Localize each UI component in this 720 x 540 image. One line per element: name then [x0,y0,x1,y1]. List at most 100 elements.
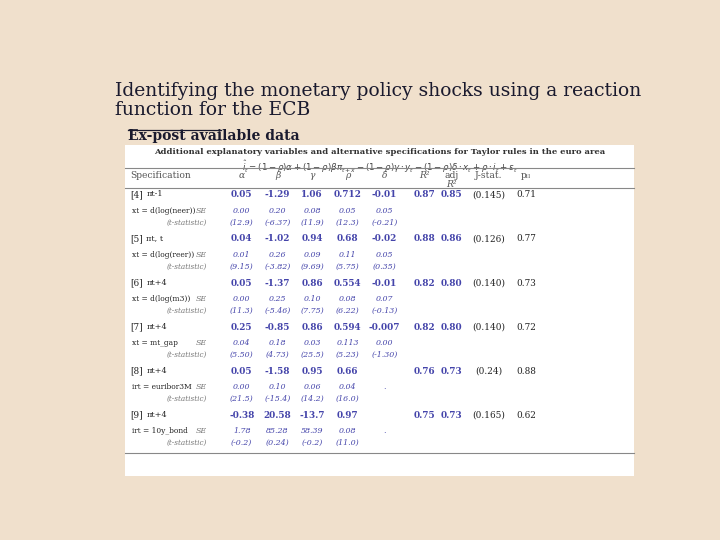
Text: 0.88: 0.88 [516,367,536,376]
Text: (t-statistic): (t-statistic) [167,263,207,271]
Text: (21.5): (21.5) [230,395,253,403]
Text: 85.28: 85.28 [266,427,289,435]
Text: 0.66: 0.66 [337,367,359,376]
Text: 0.72: 0.72 [516,322,536,332]
Text: 0.87: 0.87 [414,191,436,199]
Text: -0.02: -0.02 [372,234,397,244]
Text: -1.29: -1.29 [265,191,290,199]
Text: .: . [383,383,386,392]
Text: SE: SE [196,427,207,435]
Text: -13.7: -13.7 [300,411,325,420]
Text: function for the ECB: function for the ECB [115,102,310,119]
Text: 1.78: 1.78 [233,427,251,435]
Text: 0.04: 0.04 [231,234,253,244]
Text: SE: SE [196,295,207,303]
Text: $\hat{i}_t = (1-\rho)\alpha + (1-\rho)\beta\pi_{t+x} - (1-\rho)\gamma \cdot y_t : $\hat{i}_t = (1-\rho)\alpha + (1-\rho)\b… [242,159,518,176]
Text: -1.02: -1.02 [265,234,290,244]
Text: γ: γ [310,171,315,180]
Text: 0.05: 0.05 [231,367,253,376]
Text: 0.25: 0.25 [269,295,287,303]
Text: 0.71: 0.71 [516,191,536,199]
Text: [6]: [6] [131,279,143,287]
Text: (-0.2): (-0.2) [302,439,323,447]
Text: 0.80: 0.80 [441,322,462,332]
Text: R²: R² [446,180,456,188]
Text: 0.08: 0.08 [339,427,356,435]
Text: (4.73): (4.73) [266,351,289,359]
Text: (0.165): (0.165) [472,411,505,420]
Text: (-0.21): (-0.21) [372,219,398,227]
Text: Additional explanatory variables and alternative specifications for Taylor rules: Additional explanatory variables and alt… [154,148,606,156]
Text: (t-statistic): (t-statistic) [167,439,207,447]
Text: 0.73: 0.73 [441,411,462,420]
Text: 0.76: 0.76 [414,367,436,376]
Text: 0.80: 0.80 [441,279,462,287]
Text: 0.04: 0.04 [339,383,356,392]
Text: -0.007: -0.007 [369,322,400,332]
Text: (0.35): (0.35) [373,263,397,271]
Text: πt+4: πt+4 [146,279,167,287]
Text: xt = mt_gap: xt = mt_gap [132,339,179,347]
Text: -0.85: -0.85 [265,322,290,332]
Text: SE: SE [196,339,207,347]
Text: (t-statistic): (t-statistic) [167,219,207,227]
Text: 0.00: 0.00 [233,295,251,303]
Text: 0.86: 0.86 [301,279,323,287]
Text: (0.145): (0.145) [472,191,505,199]
Text: Identifying the monetary policy shocks using a reaction: Identifying the monetary policy shocks u… [115,82,642,100]
Text: 0.10: 0.10 [269,383,287,392]
Text: 0.75: 0.75 [414,411,436,420]
Text: 0.07: 0.07 [376,295,393,303]
Text: 0.00: 0.00 [233,383,251,392]
Text: SE: SE [196,251,207,259]
Text: xt = d(log(neer)): xt = d(log(neer)) [132,207,196,215]
Text: SE: SE [196,383,207,392]
Text: Specification: Specification [131,171,192,180]
Text: (t-statistic): (t-statistic) [167,307,207,315]
Text: 0.73: 0.73 [441,367,462,376]
Text: 0.82: 0.82 [414,279,436,287]
Text: 0.04: 0.04 [233,339,251,347]
Text: 0.62: 0.62 [516,411,536,420]
Text: [9]: [9] [131,411,143,420]
Text: (0.126): (0.126) [472,234,505,244]
Text: 0.18: 0.18 [269,339,287,347]
Text: β: β [275,171,280,180]
Text: 1.06: 1.06 [301,191,323,199]
Text: 0.86: 0.86 [301,322,323,332]
Text: (11.0): (11.0) [336,439,360,447]
Text: (5.23): (5.23) [336,351,360,359]
Text: 0.73: 0.73 [516,279,536,287]
Text: 0.06: 0.06 [303,383,321,392]
Text: (-5.46): (-5.46) [264,307,291,315]
Text: 0.712: 0.712 [334,191,361,199]
Text: 0.08: 0.08 [303,207,321,215]
Text: (9.69): (9.69) [300,263,324,271]
Text: (5.50): (5.50) [230,351,253,359]
Text: (6.22): (6.22) [336,307,360,315]
Text: 0.94: 0.94 [302,234,323,244]
Text: irt = euribor3M: irt = euribor3M [132,383,192,392]
Text: (-15.4): (-15.4) [264,395,291,403]
Text: (0.140): (0.140) [472,322,505,332]
Text: πt+4: πt+4 [146,367,167,375]
Text: [5]: [5] [131,234,143,244]
Text: 0.01: 0.01 [233,251,251,259]
Text: [4]: [4] [131,191,143,199]
Text: α: α [239,171,245,180]
Text: (12.9): (12.9) [230,219,253,227]
Text: (-1.30): (-1.30) [372,351,398,359]
Text: irt = 10y_bond: irt = 10y_bond [132,427,189,435]
Text: 0.03: 0.03 [303,339,321,347]
Text: (16.0): (16.0) [336,395,360,403]
Text: .: . [383,427,386,435]
Text: R²: R² [420,171,430,180]
Text: SE: SE [196,207,207,215]
Text: 0.97: 0.97 [337,411,359,420]
Text: 0.554: 0.554 [334,279,361,287]
Text: (12.3): (12.3) [336,219,360,227]
Text: 0.68: 0.68 [337,234,359,244]
Text: -0.01: -0.01 [372,279,397,287]
Text: ρ: ρ [345,171,351,180]
Text: 0.20: 0.20 [269,207,287,215]
